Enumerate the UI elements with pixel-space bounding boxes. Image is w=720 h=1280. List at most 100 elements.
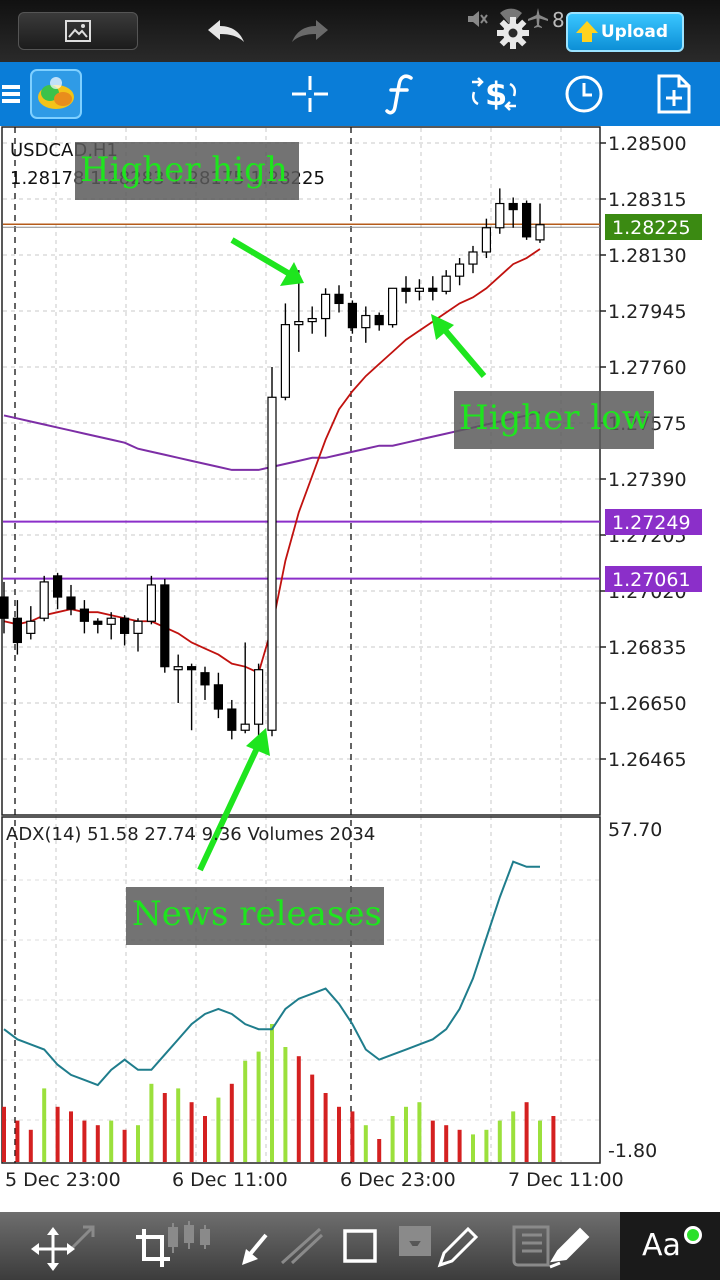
- candle-body: [213, 684, 223, 710]
- candle: [401, 276, 411, 304]
- volume-bar: [310, 1074, 315, 1162]
- adx-line: [3, 860, 540, 1087]
- volume-bar: [283, 1047, 288, 1162]
- menu-button[interactable]: [0, 62, 22, 126]
- candle-body: [294, 320, 304, 326]
- volume-bar: [484, 1129, 489, 1162]
- candle-body: [321, 293, 331, 320]
- crosshair-button[interactable]: [286, 62, 334, 126]
- candle: [441, 270, 451, 295]
- news-releases-box: [126, 887, 384, 945]
- inbox-pencil-button[interactable]: [394, 1212, 484, 1280]
- candle-body: [254, 669, 264, 725]
- app-logo-button[interactable]: [28, 62, 84, 126]
- current-price-label: 1.28225: [612, 217, 691, 239]
- candle-body: [521, 202, 532, 238]
- candle: [321, 288, 331, 337]
- time-label-3: 6 Dec 23:00: [340, 1169, 456, 1191]
- arrow-tool-icon: [242, 1227, 324, 1265]
- volume-bar: [109, 1120, 114, 1162]
- status-dot-icon: [684, 1226, 702, 1244]
- volume-bar: [42, 1088, 47, 1162]
- price-tick-label: 1.26465: [608, 749, 687, 771]
- candle: [521, 200, 532, 240]
- volume-bar: [28, 1129, 33, 1162]
- candle: [146, 575, 156, 625]
- volume-bar: [15, 1120, 20, 1162]
- candle: [535, 203, 545, 243]
- candle-body: [508, 202, 518, 211]
- candle-body: [0, 596, 9, 619]
- candle-body: [441, 275, 451, 292]
- indicators-button[interactable]: [376, 62, 424, 126]
- volume-bar: [229, 1083, 234, 1162]
- volume-bar: [162, 1093, 167, 1162]
- move-tool-button[interactable]: [28, 1212, 98, 1280]
- trade-button[interactable]: $: [466, 62, 522, 126]
- undo-arrow-icon[interactable]: [206, 18, 246, 44]
- gear-icon[interactable]: [496, 16, 530, 50]
- candle-body: [388, 287, 398, 326]
- candle-body: [187, 666, 197, 671]
- upload-label: Upload: [600, 22, 668, 42]
- candle: [240, 642, 250, 734]
- price-chart[interactable]: 1.285001.283151.281301.279451.277601.275…: [0, 126, 720, 1212]
- candle: [414, 279, 424, 301]
- volume-bar: [471, 1134, 475, 1162]
- volume-bar: [270, 1024, 274, 1162]
- adx-min-label: -1.80: [608, 1140, 657, 1162]
- volume-bar: [417, 1102, 422, 1162]
- volume-bar: [538, 1120, 542, 1162]
- candle-body: [52, 575, 63, 598]
- font-settings-button[interactable]: Aa: [620, 1212, 720, 1280]
- time-label-1: 5 Dec 23:00: [5, 1169, 121, 1191]
- candle: [294, 270, 304, 352]
- redo-arrow-icon[interactable]: [290, 18, 330, 44]
- candle-body: [267, 396, 277, 731]
- volume-bar: [296, 1056, 301, 1162]
- current-price-badge: 1.28225: [605, 214, 702, 240]
- status-bar: 8 Upload: [0, 0, 720, 62]
- candle: [200, 666, 210, 700]
- arrow-tool-button[interactable]: [236, 1212, 326, 1280]
- candle: [160, 578, 170, 673]
- gallery-button[interactable]: [18, 12, 138, 50]
- candle-body: [173, 666, 183, 671]
- chart-toolbar: $: [0, 62, 720, 126]
- candle-body: [26, 620, 36, 634]
- hline-1-badge: 1.27249: [605, 509, 702, 535]
- mute-icon: [468, 11, 488, 27]
- volume-bars: [2, 1024, 556, 1162]
- volume-bar: [457, 1129, 462, 1162]
- timeframe-button[interactable]: [560, 62, 608, 126]
- price-tick-label: 1.26650: [608, 693, 687, 715]
- status-text: 8: [552, 8, 565, 32]
- upload-arrow-icon: [576, 21, 598, 33]
- volume-bar: [524, 1102, 529, 1162]
- drawing-toolbar: [0, 1212, 720, 1280]
- volume-bar: [203, 1116, 207, 1162]
- news-releases-annotation: News releases: [132, 894, 382, 934]
- time-label-2: 6 Dec 11:00: [172, 1169, 288, 1191]
- dollar-trade-icon: $: [471, 75, 517, 113]
- candle-body: [66, 596, 76, 610]
- higher-high-arrow: [230, 237, 304, 286]
- volume-bar: [390, 1116, 395, 1162]
- volume-bar: [497, 1120, 502, 1162]
- crosshair-icon: [292, 76, 328, 112]
- candle-body: [347, 302, 357, 329]
- new-order-button[interactable]: [650, 62, 698, 126]
- candle: [93, 618, 103, 634]
- higher-low-box: [454, 391, 654, 449]
- candle: [455, 258, 465, 286]
- volume-bar: [2, 1106, 6, 1162]
- upload-button[interactable]: Upload: [566, 12, 684, 52]
- candle: [347, 300, 357, 334]
- candle-body: [481, 227, 491, 253]
- rectangle-tool-button[interactable]: [340, 1212, 380, 1280]
- candle-body: [428, 287, 438, 292]
- document-marker-button[interactable]: [508, 1212, 598, 1280]
- crop-tool-button[interactable]: [128, 1212, 218, 1280]
- candle: [106, 612, 116, 640]
- candle-body: [468, 251, 478, 265]
